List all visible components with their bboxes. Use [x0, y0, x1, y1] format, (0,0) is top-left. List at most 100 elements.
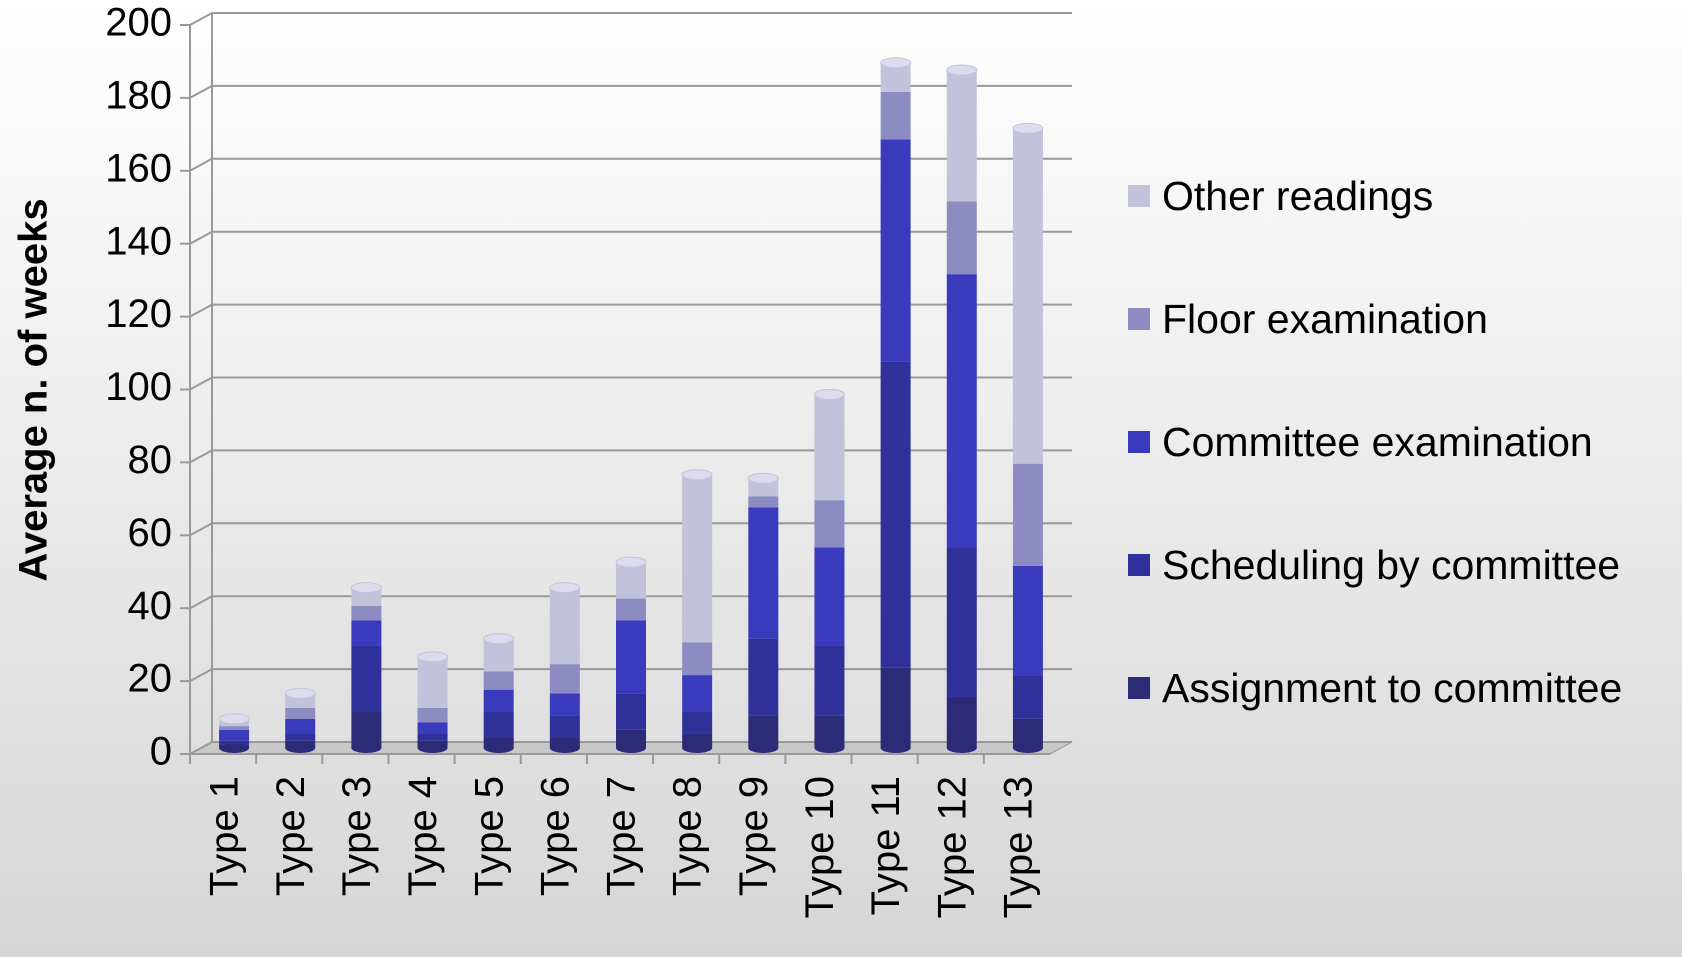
x-tick-label: Type 3 — [335, 776, 379, 896]
legend-item: Committee examination — [1128, 416, 1668, 539]
bar-segment — [1012, 675, 1043, 719]
grid-diagonal — [189, 303, 213, 318]
x-tick-label: Type 6 — [533, 776, 577, 896]
legend-label: Floor examination — [1162, 296, 1488, 342]
grid-diagonal — [189, 376, 213, 391]
x-tick-label: Type 4 — [401, 776, 445, 896]
y-tick-label: 120 — [105, 292, 172, 336]
bar-segment — [946, 274, 977, 548]
bar-cap — [615, 556, 647, 568]
bar-cap — [946, 64, 978, 76]
bar-segment — [682, 711, 713, 734]
legend-label: Committee examination — [1162, 419, 1593, 465]
bar-segment — [946, 696, 977, 748]
x-tick-label: Type 7 — [600, 776, 644, 896]
y-tick-label: 180 — [105, 73, 172, 117]
bar-segment — [880, 667, 911, 748]
grid-diagonal — [189, 595, 213, 610]
bar-segment — [616, 598, 646, 621]
bar-segment — [814, 500, 845, 548]
bar-cap — [813, 388, 845, 400]
bar-cap — [483, 633, 515, 645]
legend-swatch — [1128, 185, 1150, 207]
bar-segment — [351, 605, 382, 621]
grid-diagonal — [189, 85, 213, 99]
bar-segment — [748, 496, 779, 508]
bar-segment — [748, 638, 779, 716]
y-tick-label: 100 — [105, 365, 172, 409]
bar-segment — [616, 620, 646, 694]
bar-segment — [351, 645, 382, 712]
bar-segment — [285, 733, 316, 741]
bar-segment — [219, 744, 250, 748]
y-tick-label: 160 — [105, 146, 172, 190]
x-tick-label: Type 8 — [666, 776, 710, 896]
bar-segment — [1012, 128, 1043, 464]
legend-label: Other readings — [1162, 173, 1434, 219]
bar-segment — [616, 562, 646, 599]
bar-segment — [483, 689, 514, 712]
bar-segment — [946, 201, 977, 275]
legend-item: Assignment to committee — [1128, 662, 1668, 785]
y-tick-label: 0 — [150, 730, 172, 774]
bar-segment — [682, 675, 713, 712]
bar-segment — [417, 740, 448, 748]
bar-cap — [880, 57, 912, 69]
bar-cap — [350, 582, 382, 594]
bar-segment — [549, 715, 580, 738]
y-tick-label: 40 — [128, 584, 173, 628]
bar-segment — [682, 474, 713, 643]
bar-segment — [549, 737, 580, 748]
bar-segment — [549, 664, 580, 694]
bar-segment — [285, 707, 316, 719]
x-tick-label: Type 11 — [864, 776, 908, 915]
bar-segment — [1012, 718, 1043, 748]
legend-swatch — [1128, 554, 1150, 576]
bar-segment — [946, 70, 977, 202]
bar-segment — [351, 620, 382, 646]
grid-diagonal — [189, 230, 213, 245]
bar-segment — [417, 656, 448, 708]
x-tick-label: Type 12 — [930, 776, 974, 918]
bar-cap — [681, 469, 713, 481]
bar-segment — [549, 693, 580, 716]
legend-label: Assignment to committee — [1162, 665, 1623, 711]
bar-cap — [284, 687, 316, 699]
legend-item: Other readings — [1128, 170, 1668, 293]
bar-segment — [219, 729, 250, 741]
bar-segment — [285, 740, 316, 748]
bar-segment — [682, 733, 713, 748]
legend-item: Scheduling by committee — [1128, 539, 1668, 662]
bar-segment — [1012, 565, 1043, 676]
bar-segment — [483, 671, 514, 690]
grid-diagonal — [189, 668, 213, 682]
bar-segment — [748, 507, 779, 639]
bar-segment — [483, 737, 514, 748]
bar-segment — [483, 711, 514, 738]
bar-segment — [946, 547, 977, 697]
bar-cap — [549, 582, 581, 594]
bar-segment — [814, 715, 845, 748]
x-tick-label: Type 13 — [996, 776, 1040, 918]
bar-cap — [747, 472, 779, 484]
bar-segment — [880, 361, 911, 668]
y-tick-label: 80 — [128, 438, 173, 482]
x-tick-label: Type 5 — [467, 776, 511, 896]
bar-segment — [549, 587, 580, 665]
legend-swatch — [1128, 431, 1150, 453]
bar-cap — [218, 713, 250, 725]
grid-diagonal — [189, 157, 213, 172]
bar-segment — [682, 642, 713, 676]
y-tick-label: 200 — [105, 1, 172, 45]
bar-segment — [814, 394, 845, 501]
x-tick-label: Type 1 — [203, 776, 247, 896]
bar-segment — [814, 645, 845, 716]
x-tick-label: Type 10 — [798, 776, 842, 918]
x-tick-label: Type 9 — [732, 776, 776, 896]
y-tick-label: 140 — [105, 219, 172, 263]
bar-cap — [1012, 122, 1044, 134]
legend-swatch — [1128, 677, 1150, 699]
bar-segment — [616, 693, 646, 730]
grid-diagonal — [189, 12, 213, 26]
